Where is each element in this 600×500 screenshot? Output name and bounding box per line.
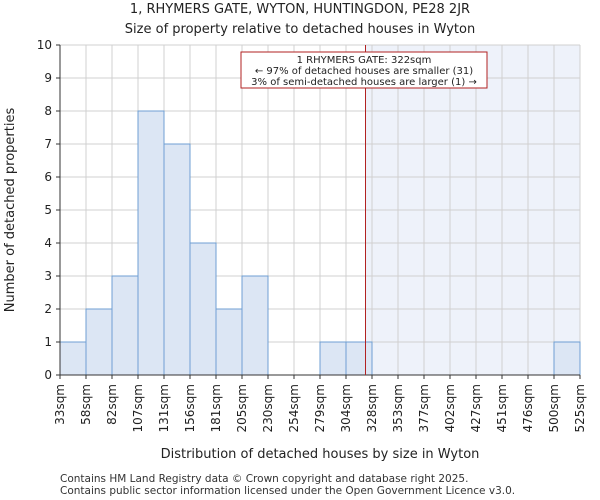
histogram-bar: [215, 308, 243, 376]
x-tick-label: 33sqm: [53, 384, 67, 425]
footer: Contains HM Land Registry data © Crown c…: [60, 473, 515, 497]
x-tick-label: 131sqm: [157, 384, 171, 432]
x-tick-label: 254sqm: [287, 384, 301, 432]
histogram-bar: [345, 341, 373, 376]
histogram-bar: [59, 341, 87, 376]
x-tick-label: 353sqm: [391, 384, 405, 432]
y-tick-label: 6: [44, 170, 52, 184]
footer-attribution-1: Contains HM Land Registry data © Crown c…: [60, 473, 469, 485]
x-tick-label: 304sqm: [339, 384, 353, 432]
annotation-box: [240, 51, 488, 89]
plot-area: 0 1 2 3 4 5 6 7 8 9 10 33sqm 58sqm 82sqm 107sqm 131sqm 1…: [37, 38, 587, 432]
y-tick-label: 3: [44, 269, 52, 283]
y-tick-label: 7: [44, 137, 52, 151]
annotation-line: 1 RHYMERS GATE: 322sqm: [297, 55, 432, 66]
x-tick-label: 181sqm: [209, 384, 223, 432]
histogram-bar: [137, 110, 165, 376]
x-tick-label: 58sqm: [79, 384, 93, 425]
histogram-bar: [163, 143, 191, 376]
histogram-bar: [111, 275, 139, 376]
y-axis-label: Number of detached properties: [3, 108, 18, 313]
histogram-bar: [553, 341, 581, 376]
x-axis-label: Distribution of detached houses by size …: [161, 447, 480, 462]
x-tick-label: 525sqm: [573, 384, 587, 432]
y-tick-label: 8: [44, 104, 52, 118]
x-tick-label: 402sqm: [443, 384, 457, 432]
annotation-line: 3% of semi-detached houses are larger (1…: [251, 77, 477, 88]
x-tick-label: 427sqm: [469, 384, 483, 432]
x-tick-label: 230sqm: [261, 384, 275, 432]
chart-title: 1, RHYMERS GATE, WYTON, HUNTINGDON, PE28…: [130, 2, 470, 17]
x-tick-label: 156sqm: [183, 384, 197, 432]
x-tick-label: 107sqm: [131, 384, 145, 432]
x-tick-label: 451sqm: [495, 384, 509, 432]
x-tick-label: 279sqm: [313, 384, 327, 432]
chart-subtitle: Size of property relative to detached ho…: [125, 22, 475, 37]
histogram-bar: [189, 242, 217, 376]
y-tick-label: 1: [44, 335, 52, 349]
histogram-bar: [241, 275, 269, 376]
x-tick-label: 476sqm: [521, 384, 535, 432]
y-tick-label: 0: [44, 368, 52, 382]
y-tick-label: 9: [44, 71, 52, 85]
y-tick-label: 10: [37, 38, 52, 52]
y-tick-label: 4: [44, 236, 52, 250]
histogram-bar: [85, 308, 113, 376]
x-tick-label: 82sqm: [105, 384, 119, 425]
x-tick-label: 377sqm: [417, 384, 431, 432]
footer-attribution-2: Contains public sector information licen…: [60, 485, 516, 497]
x-tick-label: 205sqm: [235, 384, 249, 432]
x-tick-label: 500sqm: [547, 384, 561, 432]
y-tick-label: 5: [44, 203, 52, 217]
histogram-bar: [319, 341, 347, 376]
annotation-line: ← 97% of detached houses are smaller (31…: [255, 66, 473, 77]
x-tick-label: 328sqm: [365, 384, 379, 432]
y-tick-label: 2: [44, 302, 52, 316]
